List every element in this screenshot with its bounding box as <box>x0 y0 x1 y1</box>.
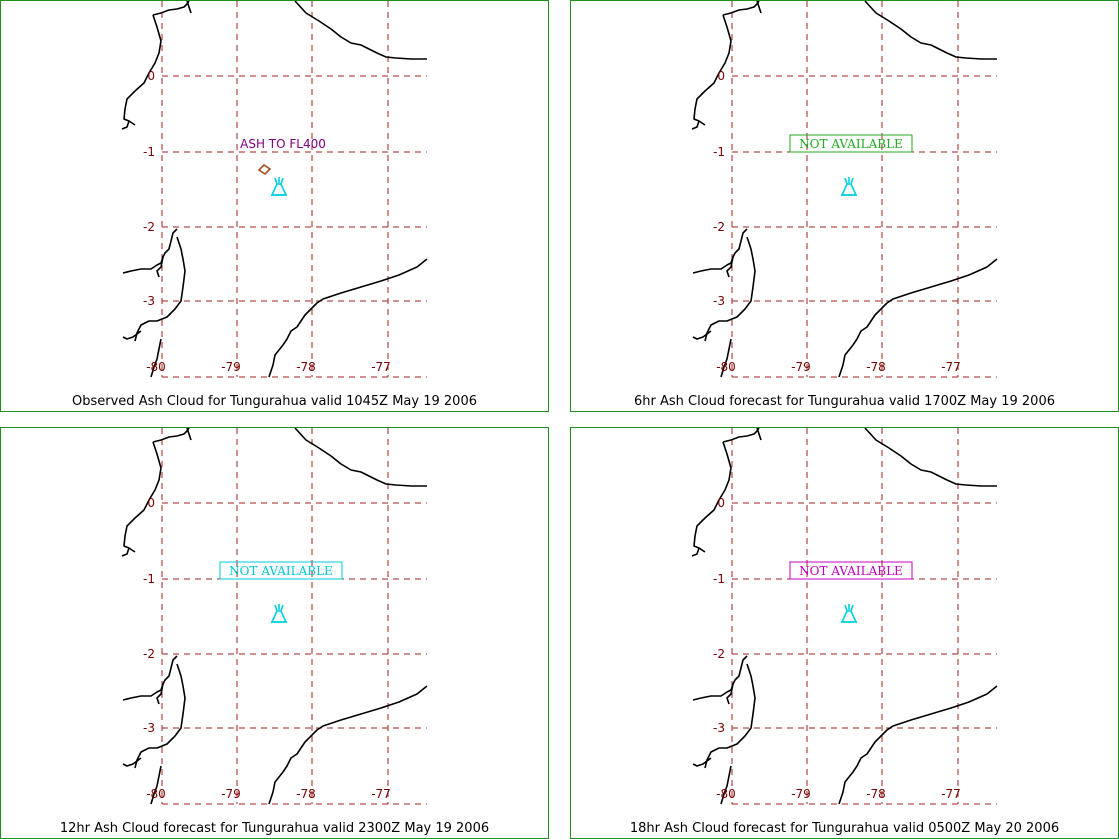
lon-label: -80 <box>146 787 166 801</box>
panel-caption: Observed Ash Cloud for Tungurahua valid … <box>72 394 477 409</box>
panel-caption: 12hr Ash Cloud forecast for Tungurahua v… <box>59 821 490 836</box>
volcano-icon <box>270 604 288 623</box>
panel-observed: 0 -1 -2 -3 -80 -79 -78 -77 ASH TO FL400 Observed… <box>0 0 549 412</box>
panel-12hr: 0 -1 -2 -3 -80 -79 -78 -77 NOT AVAILABLE 12hr As… <box>0 427 549 839</box>
lon-label: -80 <box>716 360 736 374</box>
lon-label: -78 <box>866 787 886 801</box>
lat-label: -1 <box>713 572 725 586</box>
lon-label: -78 <box>296 787 316 801</box>
lat-label: -1 <box>143 572 155 586</box>
not-available-box: NOT AVAILABLE <box>219 561 343 580</box>
volcano-icon <box>840 604 858 623</box>
lon-label: -77 <box>371 787 391 801</box>
lat-label: -2 <box>713 220 725 234</box>
not-available-text: NOT AVAILABLE <box>229 564 333 578</box>
lat-label: -2 <box>713 647 725 661</box>
lat-label: -3 <box>713 721 725 735</box>
panel-caption: 6hr Ash Cloud forecast for Tungurahua va… <box>634 394 1055 409</box>
lat-label: -3 <box>143 721 155 735</box>
lon-label: -79 <box>791 360 811 374</box>
lat-label: -1 <box>713 145 725 159</box>
panel-6hr: 0 -1 -2 -3 -80 -79 -78 -77 NOT AVAILABLE 6hr Ash… <box>570 0 1119 412</box>
volcano-icon <box>840 177 858 196</box>
lon-label: -78 <box>866 360 886 374</box>
panel-18hr: 0 -1 -2 -3 -80 -79 -78 -77 NOT AVAILABLE 18hr As… <box>570 427 1119 839</box>
lat-label: 0 <box>147 496 155 510</box>
lon-label: -77 <box>371 360 391 374</box>
not-available-text: NOT AVAILABLE <box>799 137 903 151</box>
lat-label: 0 <box>147 69 155 83</box>
lat-label: -2 <box>143 220 155 234</box>
grid-lines <box>731 1 997 378</box>
lat-label: -1 <box>143 145 155 159</box>
ash-annotation: ASH TO FL400 <box>240 137 326 151</box>
volcano-icon <box>270 177 288 196</box>
lat-label: 0 <box>717 69 725 83</box>
coastline <box>121 428 428 805</box>
lon-label: -80 <box>716 787 736 801</box>
not-available-text: NOT AVAILABLE <box>799 564 903 578</box>
ash-cloud-polygon <box>257 163 272 176</box>
map-12hr: 0 -1 -2 -3 -80 -79 -78 -77 NOT AVAILABLE <box>121 428 428 805</box>
lon-label: -77 <box>941 360 961 374</box>
lat-label: -3 <box>713 294 725 308</box>
panel-caption: 18hr Ash Cloud forecast for Tungurahua v… <box>629 821 1060 836</box>
not-available-box: NOT AVAILABLE <box>789 561 913 580</box>
coastline <box>691 428 998 805</box>
not-available-box: NOT AVAILABLE <box>789 134 913 153</box>
lon-label: -80 <box>146 360 166 374</box>
lon-label: -79 <box>791 787 811 801</box>
map-6hr: 0 -1 -2 -3 -80 -79 -78 -77 NOT AVAILABLE <box>691 1 998 378</box>
lat-label: 0 <box>717 496 725 510</box>
lon-label: -78 <box>296 360 316 374</box>
lon-label: -79 <box>221 360 241 374</box>
grid-lines <box>161 1 427 378</box>
coastline <box>691 1 998 378</box>
lon-label: -77 <box>941 787 961 801</box>
grid-lines <box>731 428 997 805</box>
lat-label: -2 <box>143 647 155 661</box>
lon-label: -79 <box>221 787 241 801</box>
map-observed: 0 -1 -2 -3 -80 -79 -78 -77 ASH TO FL400 <box>121 1 428 378</box>
map-18hr: 0 -1 -2 -3 -80 -79 -78 -77 NOT AVAILABLE <box>691 428 998 805</box>
lat-label: -3 <box>143 294 155 308</box>
coastline <box>121 1 428 378</box>
